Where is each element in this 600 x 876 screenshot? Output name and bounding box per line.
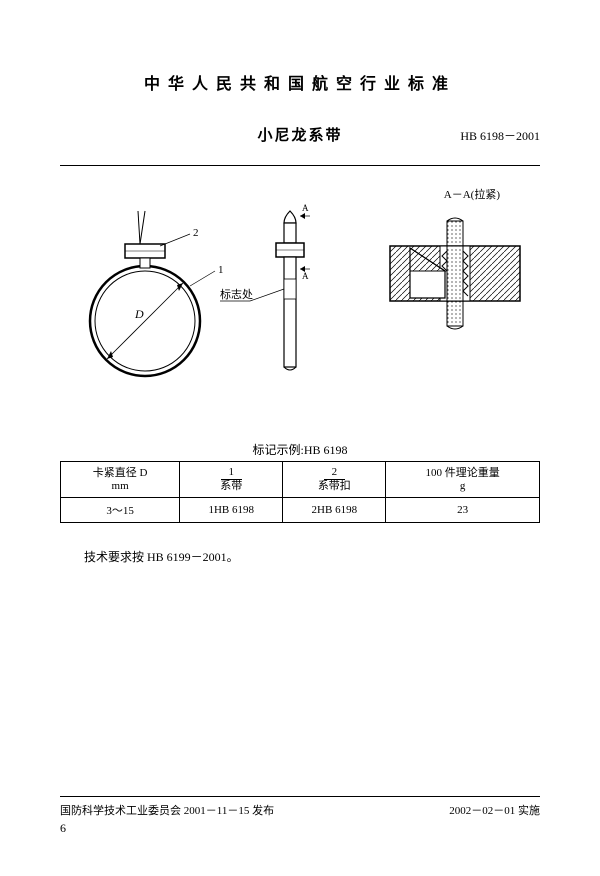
svg-text:A: A bbox=[302, 271, 309, 281]
table-header-cell: 卡紧直径 D mm bbox=[61, 462, 180, 498]
table-header-cell: 2 系带扣 bbox=[283, 462, 386, 498]
table-cell: 2HB 6198 bbox=[283, 498, 386, 523]
issuer-text: 国防科学技术工业委员会 2001－11－15 发布 bbox=[60, 802, 274, 818]
header-divider bbox=[60, 165, 540, 166]
table-header-row: 卡紧直径 D mm 1 系带 2 系带扣 100 件理论重量 g bbox=[61, 462, 540, 498]
marking-label: 标志处 bbox=[220, 287, 253, 301]
table-cell: 23 bbox=[386, 498, 540, 523]
technical-note: 技术要求按 HB 6199－2001。 bbox=[60, 548, 540, 565]
technical-drawing: 2 1 D A bbox=[60, 186, 540, 411]
diagram-area: A－A(拉紧) 2 1 bbox=[60, 186, 540, 411]
table-header-cell: 1 系带 bbox=[180, 462, 283, 498]
standard-code: HB 6198－2001 bbox=[440, 127, 540, 144]
callout-1: 1 bbox=[218, 264, 224, 276]
callout-2: 2 bbox=[193, 227, 199, 239]
svg-text:A: A bbox=[302, 203, 309, 213]
table-cell: 1HB 6198 bbox=[180, 498, 283, 523]
effective-date: 2002－02－01 实施 bbox=[449, 802, 540, 818]
table-caption: 标记示例:HB 6198 bbox=[60, 441, 540, 458]
page-footer: 国防科学技术工业委员会 2001－11－15 发布 2002－02－01 实施 … bbox=[60, 796, 540, 836]
main-title: 中华人民共和国航空行业标准 bbox=[60, 70, 540, 94]
document-page: 中华人民共和国航空行业标准 小尼龙系带 HB 6198－2001 A－A(拉紧)… bbox=[0, 0, 600, 876]
dimension-d: D bbox=[134, 307, 144, 321]
table-row: 3～15 1HB 6198 2HB 6198 23 bbox=[61, 498, 540, 523]
sub-title: 小尼龙系带 bbox=[160, 124, 440, 145]
page-number: 6 bbox=[60, 821, 540, 836]
table-cell: 3～15 bbox=[61, 498, 180, 523]
data-table: 卡紧直径 D mm 1 系带 2 系带扣 100 件理论重量 g 3～15 1H… bbox=[60, 461, 540, 523]
table-header-cell: 100 件理论重量 g bbox=[386, 462, 540, 498]
sub-title-row: 小尼龙系带 HB 6198－2001 bbox=[60, 124, 540, 145]
section-view-label: A－A(拉紧) bbox=[444, 186, 500, 202]
footer-divider bbox=[60, 796, 540, 797]
